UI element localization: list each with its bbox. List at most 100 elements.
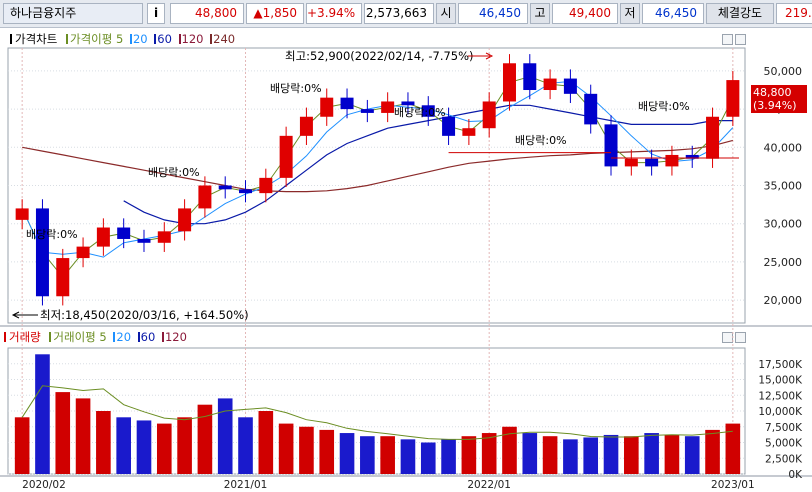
legend-marker-icon [161,332,164,342]
ma-period-120: 120 [181,32,204,46]
current-price-value: 48,800 [195,6,237,20]
trade-volume: 2,573,663 [364,3,434,24]
low-annotation: 최저:18,450(2020/03/16, +164.50%) [40,308,249,322]
volume-tick-label: 12,500K [758,390,803,402]
volume-bar [644,433,659,474]
price-tick-label: 25,000 [764,256,803,269]
legend-marker-icon [210,34,213,44]
volume-bar [522,433,538,474]
candle-body [259,177,273,194]
volume-bar [75,398,91,474]
volume-bar [35,354,50,474]
candle-body [239,189,253,194]
chart-area[interactable]: 가격차트 가격이평 5 20 60 120 240 거래량 거래이평 5 20 … [0,28,812,492]
volume-bar [542,436,558,474]
low-price-value: 46,450 [655,6,697,20]
candle-body [340,97,354,110]
volume-bar [441,439,456,474]
candle-body [320,97,334,117]
volume-ma-label: 거래이평 [53,330,96,344]
panel-marker-icon [10,34,12,44]
volume-legend: 거래량 거래이평 5 20 60 120 [0,330,812,346]
dividend-label: 배당락:0% [515,134,567,147]
volume-bar [420,442,436,474]
high-label-text: 고 [534,6,546,20]
dividend-label: 배당락:0% [638,100,690,113]
volume-bar [319,429,335,474]
price-legend: 가격차트 가격이평 5 20 60 120 240 [0,32,812,48]
ma-period-20: 20 [132,32,148,46]
volume-bar [563,439,578,474]
legend-marker-icon [129,34,132,44]
price-change-pct: +3.94% [306,3,362,24]
volume-bar [14,417,30,474]
ma-period-5: 5 [115,32,124,46]
volume-bar [583,437,599,474]
candle-body [96,227,110,247]
price-panel-controls [720,34,746,46]
candle-body [381,101,395,113]
maximize-icon[interactable] [722,34,733,45]
volume-bar [360,436,375,474]
candle-body [421,105,435,117]
volume-bar [339,433,355,474]
low-label-text: 저 [624,6,636,20]
volume-bar [156,423,172,474]
volume-bar [664,434,680,474]
open-label: 시 [436,3,456,24]
ma-line-5 [21,76,734,278]
volume-bar [116,417,131,474]
volume-bar [177,417,192,474]
close-icon[interactable] [735,332,746,343]
price-change: ▲1,850 [246,3,304,24]
legend-marker-icon [65,34,68,44]
volume-tick-label: 10,000K [758,406,803,418]
high-label: 고 [530,3,550,24]
ma-period-240: 240 [213,32,236,46]
vol-ma-period-20: 20 [116,330,132,344]
dividend-label: 배당락:0% [26,228,78,241]
legend-marker-icon [49,332,52,342]
volume-bar [400,439,416,474]
close-icon[interactable] [735,34,746,45]
x-tick-label: 2023/01 [711,479,755,491]
dividend-label: 배당락:0% [270,82,322,95]
candle-body [706,116,720,159]
volume-bar [684,436,700,474]
price-ma-label: 가격이평 [69,32,113,46]
vol-ma-period-5: 5 [99,330,107,344]
volume-bar [502,426,517,474]
volume-bar [96,411,111,474]
candle-body [360,109,374,113]
candle-body [198,185,212,209]
volume-ma-line [21,385,733,440]
open-price-value: 46,450 [479,6,521,20]
panel-marker-icon [4,332,6,342]
candle-body [218,185,232,190]
candle-body [685,154,699,159]
current-pct-tag-value: (3.94%) [753,99,797,112]
volume-tick-label: 2,500K [765,453,803,465]
trade-strength-value: 219.7 [785,6,812,20]
stock-chart-svg[interactable]: 50,00045,00040,00035,00030,00025,00020,0… [0,28,812,492]
info-icon: i [153,6,159,20]
volume-bar [624,436,639,474]
candle-body [76,246,90,259]
price-plot-frame [7,47,746,324]
legend-marker-icon [137,332,140,342]
volume-bar [380,436,395,474]
quote-bar: 하나금융지주 i 48,800 ▲1,850 +3.94% 2,573,663 … [0,0,812,28]
stock-name-field[interactable]: 하나금융지주 [3,3,143,24]
volume-panel-title: 거래량 [9,330,41,344]
price-tick-label: 30,000 [764,218,803,231]
candle-body [543,78,557,91]
legend-marker-icon [113,332,116,342]
volume-tick-label: 15,000K [758,375,803,387]
low-label: 저 [620,3,640,24]
volume-bar [725,423,741,474]
legend-marker-icon [178,34,181,44]
info-button[interactable]: i [147,3,165,24]
ma-period-60: 60 [157,32,172,46]
price-change-value: ▲1,850 [253,6,297,20]
high-price: 49,400 [552,3,618,24]
